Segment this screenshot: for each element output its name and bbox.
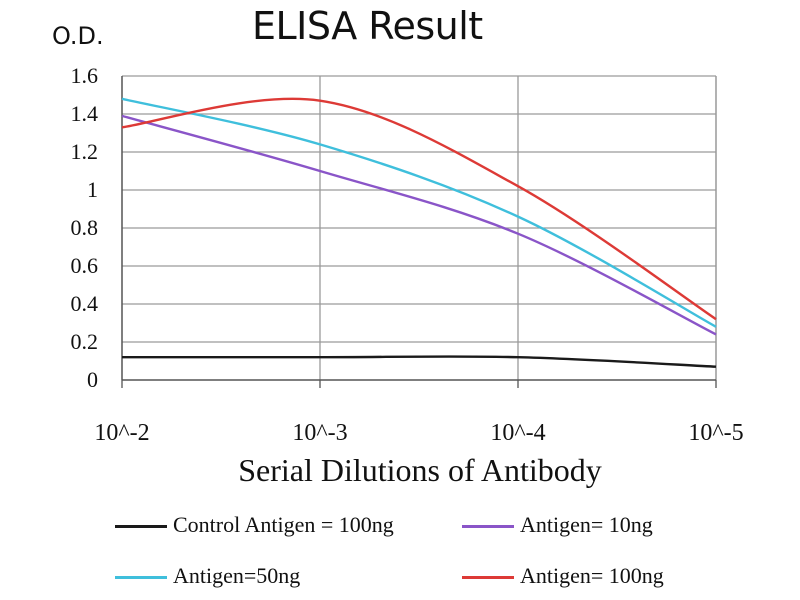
series-line-1 [121,114,717,336]
legend-swatch-10ng [462,525,514,528]
chart-grid [122,75,717,380]
y-tick-label: 0.4 [71,291,99,316]
y-tick-label: 0 [87,367,98,392]
legend-swatch-control [115,525,167,528]
x-tick-labels: 10^-2 10^-3 10^-4 10^-5 [94,420,743,446]
x-tick-label: 10^-5 [688,420,743,446]
y-axis-label: O.D. [52,22,104,50]
x-tick-label: 10^-4 [490,420,545,446]
x-tick-label: 10^-3 [292,420,347,446]
y-tick-label: 1.6 [71,63,99,88]
y-tick-label: 1.2 [71,139,99,164]
series-line-0 [122,355,717,368]
series-line-3 [121,97,717,321]
legend-label-100ng: Antigen= 100ng [520,563,664,588]
x-axis-label: Serial Dilutions of Antibody [238,452,602,488]
y-tick-label: 0.8 [71,215,99,240]
legend-label-control: Control Antigen = 100ng [173,512,394,537]
series-lines [121,97,717,368]
chart-title: ELISA Result [252,4,483,48]
legend-swatch-100ng [462,576,514,579]
elisa-line-chart: 00.20.40.60.811.21.41.6 10^-2 10^-3 10^-4 1… [71,63,744,446]
legend-label-10ng: Antigen= 10ng [520,512,653,537]
chart-axes [121,76,717,388]
x-tick-label: 10^-2 [94,420,149,446]
series-line-2 [121,97,717,328]
y-tick-label: 0.6 [71,253,99,278]
legend-label-50ng: Antigen=50ng [173,563,301,588]
legend-swatch-50ng [115,576,167,579]
y-tick-label: 0.2 [71,329,99,354]
y-tick-labels: 0 0.2 0.4 0.6 0.8 1 1.2 1.4 1.6 [71,63,99,392]
y-tick-label: 1.4 [71,101,99,126]
y-tick-label: 1 [87,177,98,202]
